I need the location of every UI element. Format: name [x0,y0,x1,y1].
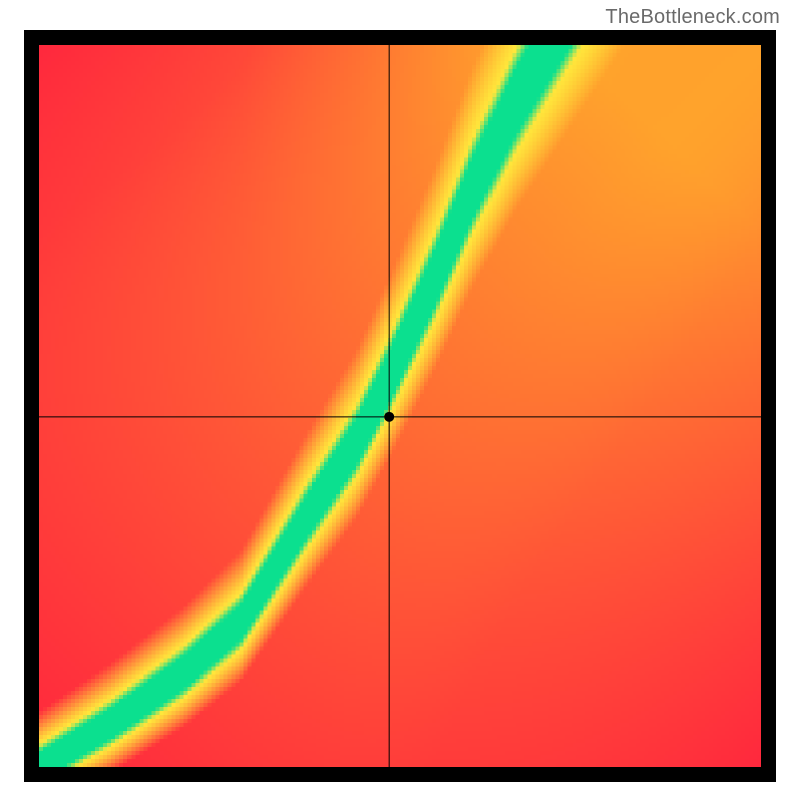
heatmap-canvas [39,45,761,767]
plot-frame [24,30,776,782]
watermark-text: TheBottleneck.com [605,6,780,29]
chart-container: { "watermark": "TheBottleneck.com", "wat… [0,0,800,800]
